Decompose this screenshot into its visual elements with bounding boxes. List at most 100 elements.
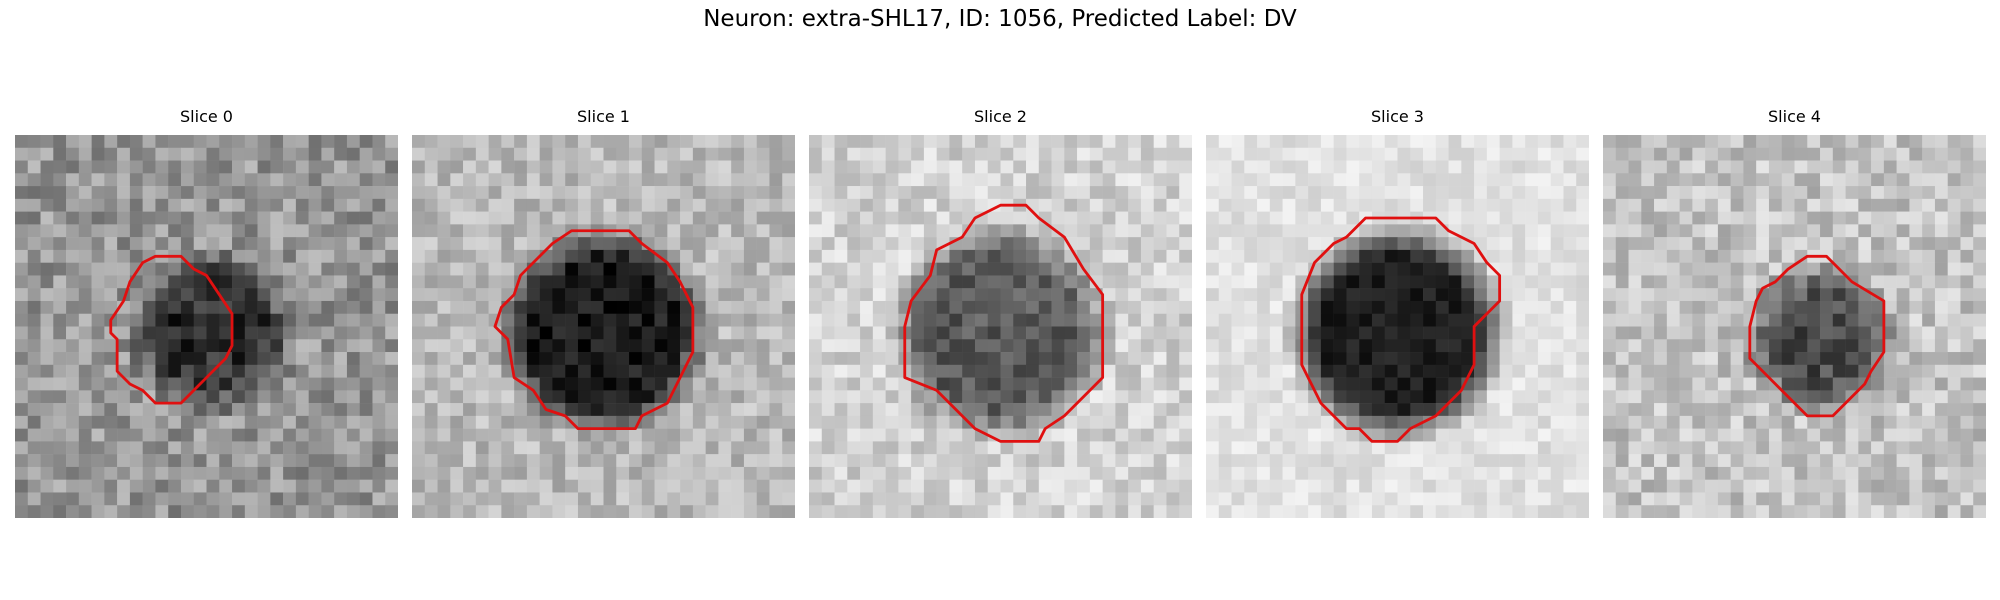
pixel bbox=[91, 339, 105, 353]
pixel bbox=[898, 492, 912, 506]
pixel bbox=[1064, 262, 1078, 276]
pixel bbox=[1896, 377, 1910, 391]
pixel bbox=[1206, 492, 1220, 506]
pixel bbox=[385, 300, 398, 314]
pixel bbox=[1051, 288, 1065, 302]
pixel bbox=[283, 428, 297, 442]
pixel bbox=[1973, 326, 1986, 340]
pixel bbox=[1973, 198, 1986, 212]
pixel bbox=[53, 339, 67, 353]
pixel bbox=[1807, 262, 1821, 276]
pixel bbox=[129, 403, 143, 417]
pixel bbox=[1692, 173, 1706, 187]
pixel bbox=[1179, 352, 1192, 366]
pixel bbox=[1179, 479, 1192, 493]
pixel bbox=[180, 173, 194, 187]
pixel bbox=[1115, 441, 1129, 455]
pixel bbox=[372, 135, 386, 149]
pixel bbox=[1064, 415, 1078, 429]
pixel bbox=[552, 415, 566, 429]
pixel bbox=[1576, 390, 1589, 404]
pixel bbox=[872, 249, 886, 263]
pixel bbox=[308, 505, 322, 518]
pixel bbox=[1654, 326, 1668, 340]
pixel bbox=[1359, 313, 1373, 327]
pixel bbox=[616, 390, 630, 404]
pixel bbox=[590, 160, 604, 174]
pixel bbox=[1922, 390, 1936, 404]
pixel bbox=[1525, 249, 1539, 263]
pixel bbox=[53, 454, 67, 468]
pixel bbox=[847, 198, 861, 212]
pixel bbox=[1282, 390, 1296, 404]
pixel bbox=[1397, 224, 1411, 238]
pixel bbox=[1883, 173, 1897, 187]
pixel bbox=[488, 505, 502, 518]
pixel bbox=[257, 249, 271, 263]
pixel bbox=[834, 237, 848, 251]
pixel bbox=[1794, 186, 1808, 200]
pixel bbox=[1499, 492, 1513, 506]
pixel bbox=[885, 300, 899, 314]
pixel bbox=[539, 352, 553, 366]
pixel bbox=[936, 441, 950, 455]
pixel bbox=[1128, 160, 1142, 174]
pixel bbox=[911, 454, 925, 468]
pixel bbox=[590, 364, 604, 378]
pixel bbox=[346, 466, 360, 480]
pixel bbox=[1346, 352, 1360, 366]
pixel bbox=[437, 326, 451, 340]
pixel bbox=[1166, 237, 1180, 251]
pixel bbox=[514, 352, 528, 366]
pixel bbox=[911, 160, 925, 174]
pixel bbox=[437, 135, 451, 149]
pixel bbox=[1692, 326, 1706, 340]
pixel bbox=[1628, 147, 1642, 161]
pixel bbox=[1781, 428, 1795, 442]
pixel bbox=[1679, 364, 1693, 378]
pixel bbox=[1743, 441, 1757, 455]
pixel bbox=[743, 147, 757, 161]
pixel bbox=[475, 364, 489, 378]
pixel bbox=[974, 300, 988, 314]
pixel bbox=[1858, 135, 1872, 149]
pixel bbox=[155, 237, 169, 251]
pixel bbox=[962, 466, 976, 480]
pixel bbox=[129, 492, 143, 506]
pixel bbox=[1512, 377, 1526, 391]
pixel bbox=[1576, 160, 1589, 174]
pixel bbox=[372, 352, 386, 366]
pixel bbox=[1603, 492, 1617, 506]
pixel bbox=[821, 198, 835, 212]
pixel bbox=[1282, 339, 1296, 353]
pixel bbox=[27, 249, 41, 263]
pixel bbox=[809, 186, 823, 200]
pixel bbox=[1448, 466, 1462, 480]
pixel bbox=[1461, 160, 1475, 174]
pixel bbox=[219, 466, 233, 480]
pixel bbox=[1603, 288, 1617, 302]
pixel bbox=[962, 505, 976, 518]
pixel bbox=[987, 505, 1001, 518]
pixel bbox=[1692, 415, 1706, 429]
pixel bbox=[1576, 211, 1589, 225]
pixel bbox=[232, 173, 246, 187]
pixel bbox=[1206, 288, 1220, 302]
pixel bbox=[1717, 479, 1731, 493]
pixel bbox=[1756, 224, 1770, 238]
pixel bbox=[1115, 173, 1129, 187]
pixel bbox=[834, 300, 848, 314]
pixel bbox=[283, 492, 297, 506]
pixel bbox=[321, 428, 335, 442]
pixel bbox=[1435, 300, 1449, 314]
pixel bbox=[1960, 428, 1974, 442]
pixel bbox=[1960, 160, 1974, 174]
pixel bbox=[577, 249, 591, 263]
pixel bbox=[66, 466, 80, 480]
pixel bbox=[1947, 492, 1961, 506]
pixel bbox=[155, 135, 169, 149]
pixel bbox=[949, 288, 963, 302]
pixel bbox=[885, 466, 899, 480]
pixel bbox=[705, 262, 719, 276]
pixel bbox=[1218, 313, 1232, 327]
